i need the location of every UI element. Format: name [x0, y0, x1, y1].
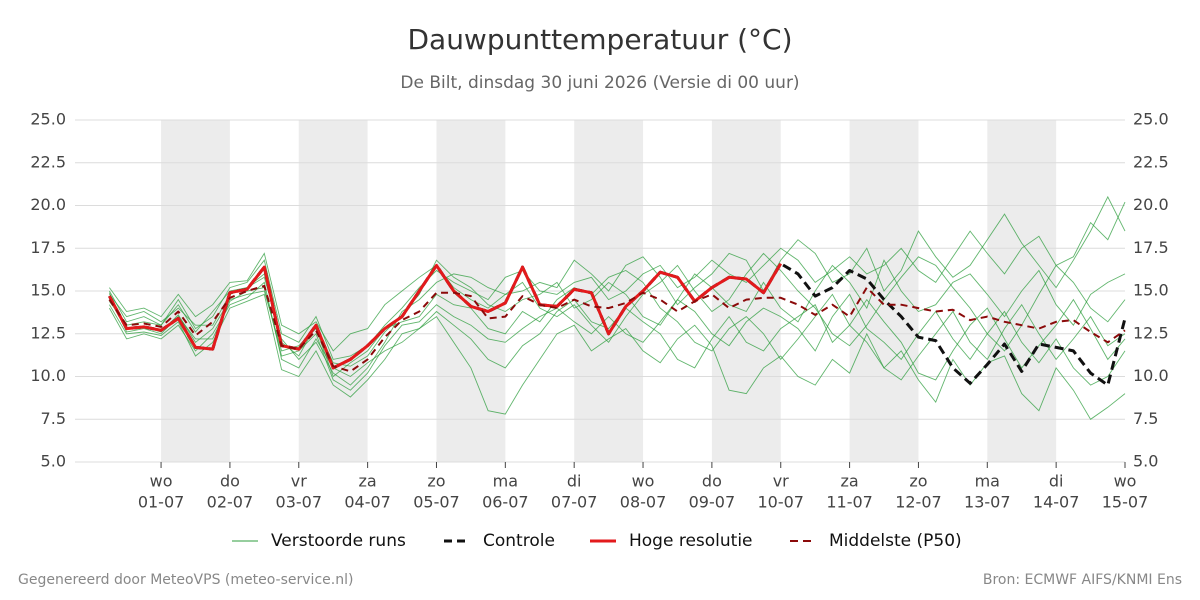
legend-label: Controle [483, 531, 555, 551]
legend-label: Verstoorde runs [271, 531, 406, 551]
y-tick-label: 22.5 [30, 152, 66, 171]
series-line [108, 284, 1126, 373]
x-tick-label: 08-07 [620, 493, 667, 512]
x-tick-day: di [567, 472, 582, 491]
x-tick-day: wo [632, 472, 655, 491]
y-tick-label: 25.0 [30, 110, 66, 129]
x-tick-day: do [220, 472, 240, 491]
ensemble-line [109, 195, 1126, 352]
x-tick-day: wo [150, 472, 173, 491]
y-tick-label: 5.0 [41, 452, 66, 471]
y-tick-label: 17.5 [30, 238, 66, 257]
x-tick-label: 07-07 [551, 493, 598, 512]
y2-tick-label: 12.5 [1133, 323, 1169, 342]
x-tick-day: za [359, 472, 377, 491]
y-tick-label: 10.0 [30, 366, 66, 385]
y2-tick-label: 10.0 [1133, 366, 1169, 385]
x-tick-label: 11-07 [826, 493, 873, 512]
x-tick-label: 06-07 [482, 493, 529, 512]
y-tick-label: 7.5 [41, 409, 66, 428]
x-tick-day: zo [909, 472, 927, 491]
y-tick-label: 12.5 [30, 323, 66, 342]
ensemble-line [109, 201, 1126, 360]
x-tick-day: ma [493, 472, 518, 491]
y-tick-label: 15.0 [30, 281, 66, 300]
y2-tick-label: 20.0 [1133, 195, 1169, 214]
series-line [108, 262, 782, 370]
footer-right: Bron: ECMWF AIFS/KNMI Ens [983, 572, 1182, 588]
x-tick-day: za [840, 472, 858, 491]
chart-subtitle: De Bilt, dinsdag 30 juni 2026 (Versie di… [400, 73, 799, 93]
ensemble-line [109, 293, 1126, 420]
legend-label: Hoge resolutie [629, 531, 753, 551]
x-tick-label: 03-07 [276, 493, 323, 512]
x-tick-label: 02-07 [207, 493, 254, 512]
x-tick-label: 13-07 [964, 493, 1011, 512]
y2-tick-label: 17.5 [1133, 238, 1169, 257]
y-tick-label: 20.0 [30, 195, 66, 214]
x-tick-label: 14-07 [1033, 493, 1080, 512]
x-tick-label: 01-07 [138, 493, 185, 512]
ensemble-line [109, 269, 1126, 381]
x-tick-day: di [1049, 472, 1064, 491]
x-tick-label: 05-07 [413, 493, 460, 512]
chart-title: Dauwpunttemperatuur (°C) [407, 23, 792, 56]
y2-tick-label: 5.0 [1133, 452, 1158, 471]
x-tick-label: 10-07 [757, 493, 804, 512]
x-tick-label: 15-07 [1102, 493, 1149, 512]
x-tick-day: ma [975, 472, 1000, 491]
y2-tick-label: 7.5 [1133, 409, 1158, 428]
x-tick-day: vr [291, 472, 307, 491]
x-tick-day: do [702, 472, 722, 491]
x-tick-label: 09-07 [689, 493, 736, 512]
y2-tick-label: 22.5 [1133, 152, 1169, 171]
x-tick-day: zo [427, 472, 445, 491]
x-tick-label: 12-07 [895, 493, 942, 512]
x-tick-day: vr [773, 472, 789, 491]
footer-left: Gegenereerd door MeteoVPS (meteo-service… [18, 572, 353, 588]
x-tick-label: 04-07 [344, 493, 391, 512]
x-tick-day: wo [1114, 472, 1137, 491]
ensemble-line [108, 287, 1126, 391]
y2-tick-label: 15.0 [1133, 281, 1169, 300]
y2-tick-label: 25.0 [1133, 110, 1169, 129]
legend-label: Middelste (P50) [829, 531, 962, 551]
